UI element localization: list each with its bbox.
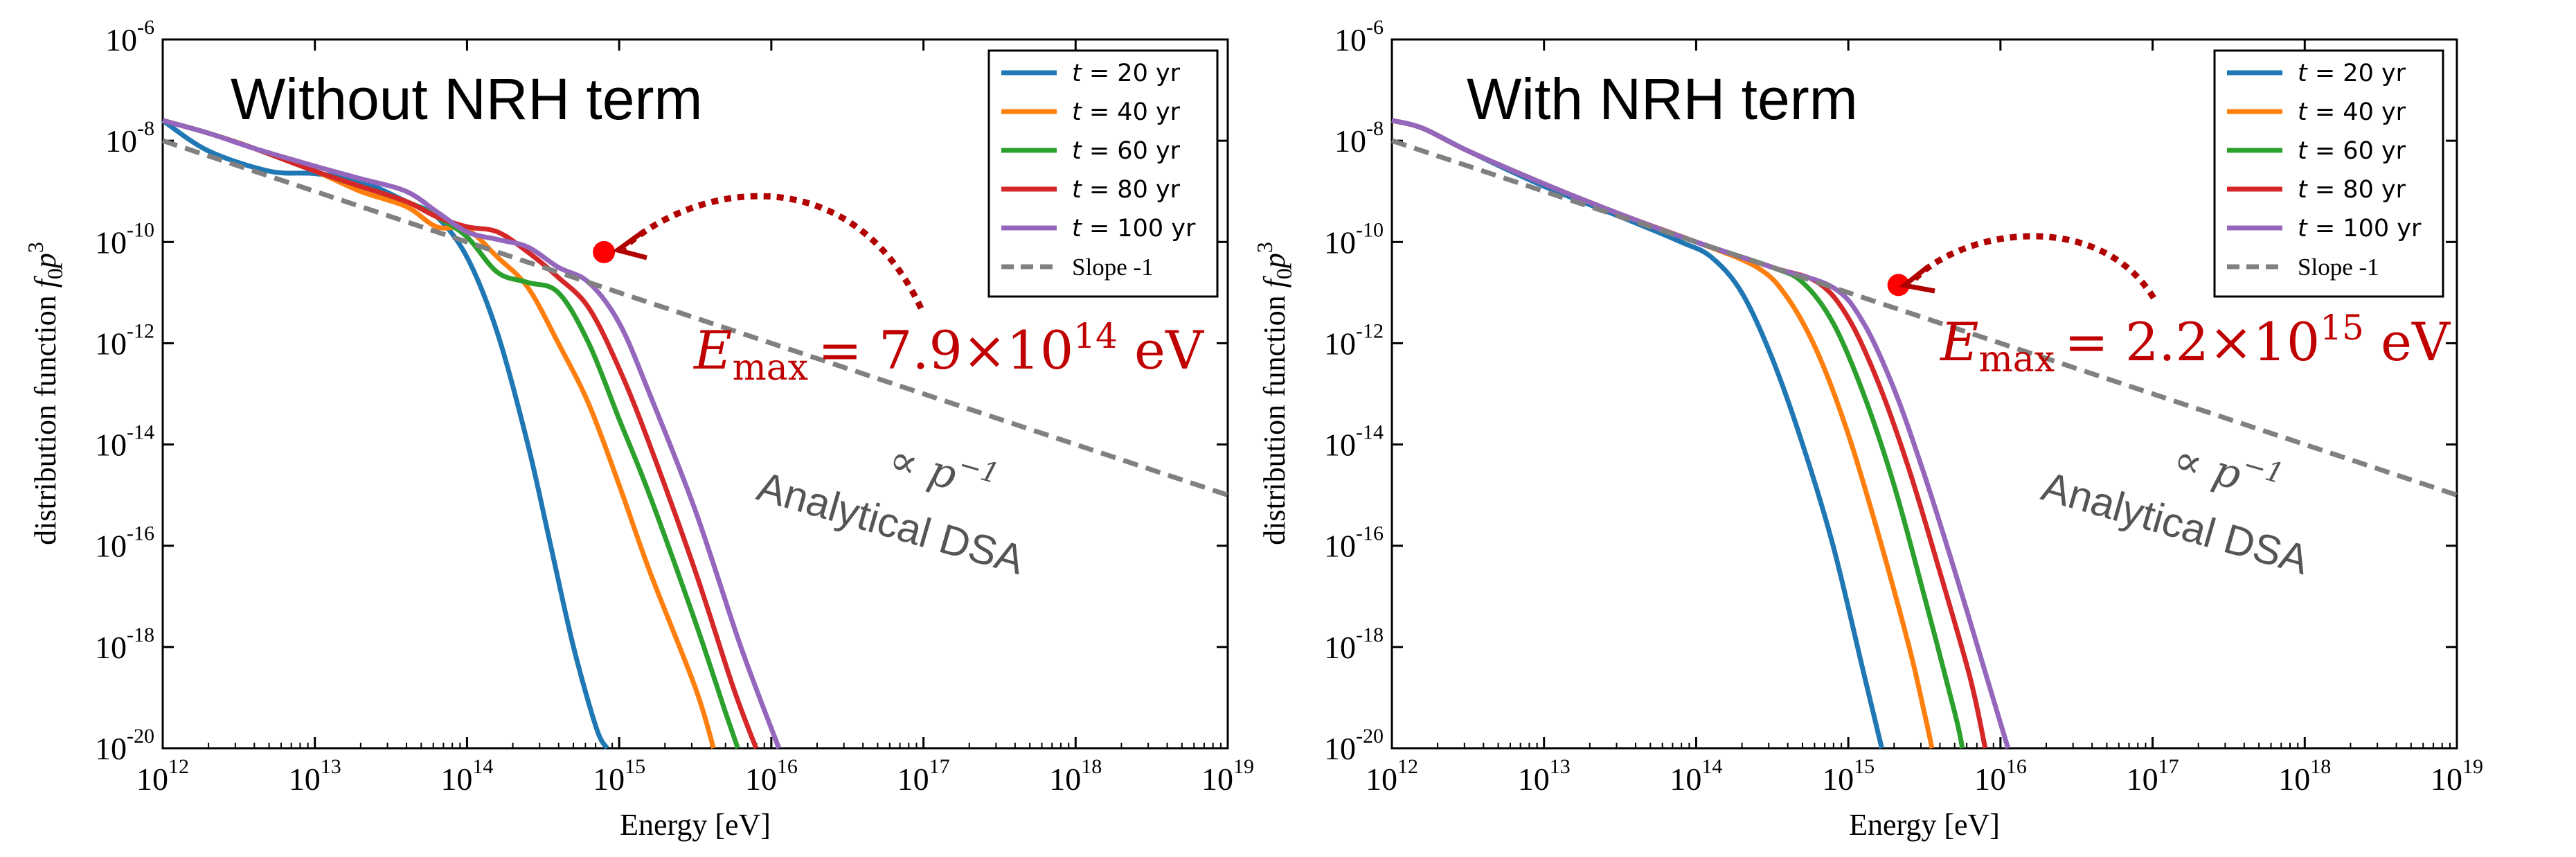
legend-label: Slope -1 [1072,254,1154,281]
x-tick-label: 1012 [136,755,189,797]
y-tick-label: 10-6 [105,16,154,58]
x-tick-label: 1013 [289,755,341,797]
y-tick-label: 10-6 [1334,16,1384,58]
series-line [162,118,782,750]
series-layer [161,118,1229,750]
emax-marker [1887,274,1910,297]
y-tick-label: 10-12 [1324,319,1384,361]
legend-label: t = 80 yr [1072,176,1181,204]
x-tick-label: 1019 [2431,755,2483,797]
x-axis-label: Energy [eV] [620,808,771,842]
x-tick-label: 1013 [1518,755,1571,797]
y-tick-label: 10-18 [1324,624,1384,665]
series-layer [1390,118,2458,750]
legend-frame [2213,49,2444,298]
y-tick-label: 10-8 [1334,117,1384,159]
x-tick-label: 1016 [745,755,798,797]
legend: t = 20 yr t = 40 yr t = 60 yr t = 80 yr t = … [2213,49,2444,298]
legend-label: t = 80 yr [2298,176,2406,204]
x-tick-label: 1012 [1366,755,1418,797]
y-tick-label: 10-12 [95,319,154,361]
y-tick-label: 10-18 [95,624,154,665]
y-tick-label: 10-10 [1324,218,1384,260]
y-ticks: 10-20 10-18 10-16 10-14 10-12 10-10 10-8 10-6 [1324,16,2457,766]
y-tick-label: 10-20 [1324,725,1384,766]
legend-label: Slope -1 [2298,254,2379,281]
y-tick-label: 10-16 [1324,522,1384,564]
series-line [161,118,609,750]
emax-arrowhead [1898,265,1935,294]
x-tick-label: 1017 [2127,755,2179,797]
legend-label: t = 40 yr [1072,98,1181,126]
y-tick-label: 10-16 [95,522,154,564]
y-tick-label: 10-14 [95,421,154,463]
x-tick-label: 1019 [1201,755,1254,797]
y-tick-label: 10-10 [95,218,154,260]
panel-title: With NRH term [1467,67,1858,132]
y-tick-label: 10-20 [95,725,154,766]
y-tick-label: 10-14 [1324,421,1384,463]
emax-label: Emax = 7.9×1014 eV [692,316,1204,389]
x-tick-label: 1014 [1670,755,1722,797]
x-tick-label: 1018 [2278,755,2331,797]
y-axis-label: distribution function f0p3 [23,242,67,545]
legend-label: t = 20 yr [2298,60,2406,87]
emax-arrowhead [611,230,647,260]
legend-frame [987,49,1219,298]
y-axis-label: distribution function f0p3 [1252,242,1296,545]
x-tick-label: 1014 [440,755,493,797]
y-ticks: 10-20 10-18 10-16 10-14 10-12 10-10 10-8 10-6 [95,16,1228,766]
legend-label: t = 100 yr [2298,215,2422,242]
y-tick-label: 10-8 [105,117,154,159]
panel-without-nrh: 1012 1013 1014 1015 1016 1017 1018 1019 10-2010… [23,16,1254,842]
legend: t = 20 yr t = 40 yr t = 60 yr t = 80 yr t = … [987,49,1219,298]
legend-label: t = 40 yr [2298,98,2406,126]
x-tick-label: 1015 [593,755,645,797]
emax-marker [593,240,616,263]
x-tick-label: 1017 [897,755,950,797]
plot-frame [161,38,1229,750]
legend-label: t = 60 yr [2298,137,2406,165]
legend-label: t = 20 yr [1072,60,1181,87]
x-ticks: 1012 1013 1014 1015 1016 1017 1018 1019 [136,39,1254,797]
x-ticks: 1012 1013 1014 1015 1016 1017 1018 1019 [1366,39,2483,797]
x-tick-label: 1015 [1822,755,1875,797]
legend-label: t = 60 yr [1072,137,1181,165]
emax-arrow [1908,233,2156,300]
x-tick-label: 1016 [1974,755,2027,797]
legend-label: t = 100 yr [1072,215,1196,242]
x-axis-label: Energy [eV] [1849,808,2000,842]
emax-label: Emax = 2.2×1015 eV [1939,308,2451,380]
x-tick-label: 1018 [1049,755,1102,797]
panel-title: Without NRH term [231,67,702,132]
plot-frame [1390,38,2458,750]
